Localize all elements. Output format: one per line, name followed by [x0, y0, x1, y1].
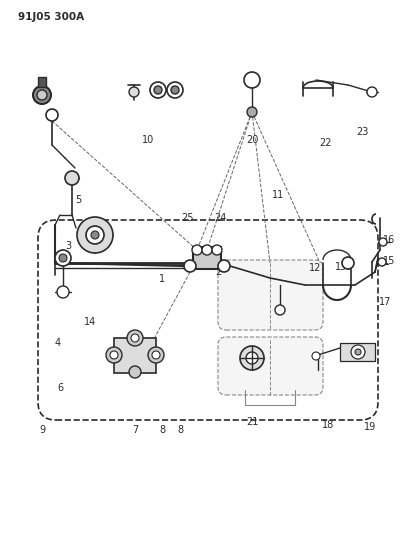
- Circle shape: [91, 231, 99, 239]
- Circle shape: [65, 171, 79, 185]
- Bar: [193, 247, 221, 269]
- Text: 8: 8: [159, 425, 165, 435]
- Text: 5: 5: [75, 195, 81, 205]
- Text: 18: 18: [322, 420, 334, 430]
- FancyBboxPatch shape: [218, 260, 323, 330]
- Circle shape: [218, 260, 230, 272]
- Circle shape: [202, 245, 212, 255]
- Text: 24: 24: [214, 213, 226, 223]
- Text: 19: 19: [364, 422, 376, 432]
- Text: 16: 16: [383, 235, 395, 245]
- Text: 20: 20: [246, 135, 258, 145]
- Circle shape: [37, 90, 47, 100]
- Circle shape: [131, 334, 139, 342]
- Circle shape: [127, 330, 143, 346]
- Text: 7: 7: [132, 425, 138, 435]
- Circle shape: [378, 258, 386, 266]
- Circle shape: [184, 260, 196, 272]
- Circle shape: [106, 347, 122, 363]
- Text: 3: 3: [65, 241, 71, 251]
- Circle shape: [244, 72, 260, 88]
- Circle shape: [150, 82, 166, 98]
- Text: 15: 15: [383, 256, 395, 266]
- Circle shape: [355, 349, 361, 355]
- FancyBboxPatch shape: [218, 337, 323, 395]
- Circle shape: [246, 352, 258, 364]
- Text: 23: 23: [356, 127, 368, 137]
- Circle shape: [167, 82, 183, 98]
- Circle shape: [57, 286, 69, 298]
- Circle shape: [148, 347, 164, 363]
- Text: 10: 10: [142, 135, 154, 145]
- Text: 1: 1: [159, 274, 165, 284]
- Text: 17: 17: [379, 297, 391, 307]
- Text: 8: 8: [177, 425, 183, 435]
- Text: 12: 12: [309, 263, 321, 273]
- Bar: [38, 77, 46, 87]
- Circle shape: [275, 305, 285, 315]
- Circle shape: [247, 107, 257, 117]
- Text: 4: 4: [55, 338, 61, 348]
- Circle shape: [379, 238, 387, 246]
- Bar: [340, 343, 375, 361]
- Text: 11: 11: [272, 190, 284, 200]
- Circle shape: [46, 109, 58, 121]
- Text: 21: 21: [246, 417, 258, 427]
- Circle shape: [86, 226, 104, 244]
- Circle shape: [312, 352, 320, 360]
- Text: 13: 13: [335, 262, 347, 272]
- Circle shape: [129, 366, 141, 378]
- Text: 22: 22: [320, 138, 332, 148]
- Circle shape: [240, 346, 264, 370]
- Circle shape: [212, 245, 222, 255]
- Circle shape: [59, 254, 67, 262]
- Circle shape: [351, 345, 365, 359]
- Circle shape: [129, 87, 139, 97]
- Circle shape: [33, 86, 51, 104]
- Circle shape: [342, 257, 354, 269]
- Circle shape: [110, 351, 118, 359]
- Text: 6: 6: [57, 383, 63, 393]
- Bar: [114, 337, 156, 373]
- Circle shape: [367, 87, 377, 97]
- Text: 25: 25: [182, 213, 194, 223]
- Text: 9: 9: [39, 425, 45, 435]
- Text: 91J05 300A: 91J05 300A: [18, 12, 84, 22]
- Circle shape: [192, 245, 202, 255]
- Circle shape: [77, 217, 113, 253]
- Text: 2: 2: [215, 267, 221, 277]
- Circle shape: [152, 351, 160, 359]
- Circle shape: [55, 250, 71, 266]
- Circle shape: [154, 86, 162, 94]
- Text: 14: 14: [84, 317, 96, 327]
- Circle shape: [171, 86, 179, 94]
